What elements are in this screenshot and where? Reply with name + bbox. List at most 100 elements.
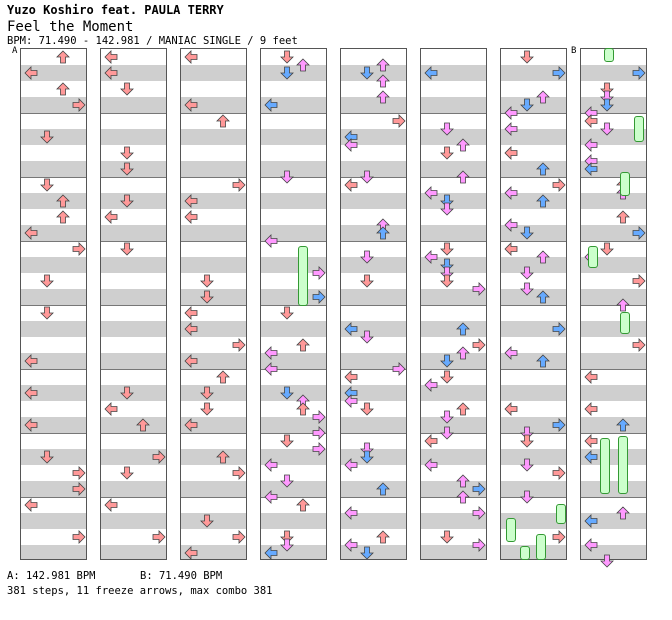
down-arrow-icon [440, 194, 454, 208]
left-arrow-icon [184, 354, 198, 368]
down-arrow-icon [280, 474, 294, 488]
down-arrow-icon [360, 274, 374, 288]
left-arrow-icon [344, 138, 358, 152]
measure-line [181, 177, 246, 178]
right-arrow-icon [392, 362, 406, 376]
right-arrow-icon [632, 226, 646, 240]
down-arrow-icon [120, 162, 134, 176]
down-arrow-icon [440, 202, 454, 216]
right-arrow-icon [552, 466, 566, 480]
measure-line [261, 369, 326, 370]
right-arrow-icon [472, 482, 486, 496]
chart-column [500, 48, 567, 560]
measure-line [581, 241, 646, 242]
down-arrow-icon [280, 530, 294, 544]
freeze-arrow [620, 312, 630, 334]
right-arrow-icon [552, 66, 566, 80]
left-arrow-icon [584, 370, 598, 384]
left-arrow-icon [344, 538, 358, 552]
up-arrow-icon [136, 418, 150, 432]
measure-line [181, 497, 246, 498]
down-arrow-icon [600, 554, 614, 568]
down-arrow-icon [200, 386, 214, 400]
down-arrow-icon [440, 370, 454, 384]
down-arrow-icon [440, 410, 454, 424]
measure-line [421, 241, 486, 242]
measure-line [341, 497, 406, 498]
down-arrow-icon [600, 82, 614, 96]
right-arrow-icon [232, 466, 246, 480]
left-arrow-icon [344, 506, 358, 520]
left-arrow-icon [344, 178, 358, 192]
left-arrow-icon [264, 98, 278, 112]
left-arrow-icon [104, 498, 118, 512]
freeze-arrow [600, 438, 610, 494]
up-arrow-icon [216, 370, 230, 384]
up-arrow-icon [296, 498, 310, 512]
chart-meta: BPM: 71.490 - 142.981 / MANIAC SINGLE / … [7, 35, 298, 47]
left-arrow-icon [584, 162, 598, 176]
freeze-arrow [556, 504, 566, 524]
left-arrow-icon [264, 458, 278, 472]
measure-line [501, 177, 566, 178]
down-arrow-icon [360, 250, 374, 264]
down-arrow-icon [440, 242, 454, 256]
down-arrow-icon [440, 354, 454, 368]
right-arrow-icon [552, 530, 566, 544]
right-arrow-icon [392, 114, 406, 128]
freeze-arrow [536, 534, 546, 560]
left-arrow-icon [104, 402, 118, 416]
measure-line [261, 113, 326, 114]
left-arrow-icon [184, 50, 198, 64]
right-arrow-icon [632, 66, 646, 80]
left-arrow-icon [584, 450, 598, 464]
down-arrow-icon [40, 130, 54, 144]
measure-line [101, 497, 166, 498]
right-arrow-icon [312, 442, 326, 456]
right-arrow-icon [232, 530, 246, 544]
left-arrow-icon [504, 346, 518, 360]
right-arrow-icon [152, 450, 166, 464]
bpm-a-label: A: 142.981 BPM [7, 570, 96, 582]
down-arrow-icon [120, 146, 134, 160]
measure-line [261, 177, 326, 178]
down-arrow-icon [360, 170, 374, 184]
left-arrow-icon [104, 50, 118, 64]
measure-line [21, 369, 86, 370]
freeze-arrow [618, 436, 628, 494]
measure-line [101, 241, 166, 242]
down-arrow-icon [600, 242, 614, 256]
right-arrow-icon [72, 98, 86, 112]
up-arrow-icon [216, 450, 230, 464]
down-arrow-icon [600, 98, 614, 112]
up-arrow-icon [376, 226, 390, 240]
up-arrow-icon [56, 82, 70, 96]
measure-line [341, 113, 406, 114]
up-arrow-icon [536, 162, 550, 176]
down-arrow-icon [280, 538, 294, 552]
down-arrow-icon [440, 274, 454, 288]
up-arrow-icon [536, 250, 550, 264]
left-arrow-icon [584, 538, 598, 552]
song-artist: Yuzo Koshiro feat. PAULA TERRY [7, 3, 224, 17]
right-arrow-icon [472, 282, 486, 296]
down-arrow-icon [120, 386, 134, 400]
down-arrow-icon [360, 450, 374, 464]
left-arrow-icon [424, 378, 438, 392]
measure-line [581, 113, 646, 114]
left-arrow-icon [104, 66, 118, 80]
left-arrow-icon [264, 546, 278, 560]
left-arrow-icon [504, 106, 518, 120]
measure-line [581, 369, 646, 370]
freeze-arrow [620, 172, 630, 196]
measure-line [21, 241, 86, 242]
down-arrow-icon [440, 146, 454, 160]
left-arrow-icon [344, 458, 358, 472]
right-arrow-icon [472, 538, 486, 552]
up-arrow-icon [56, 194, 70, 208]
down-arrow-icon [600, 90, 614, 104]
left-arrow-icon [504, 402, 518, 416]
step-summary: 381 steps, 11 freeze arrows, max combo 3… [7, 585, 273, 597]
right-arrow-icon [232, 178, 246, 192]
left-arrow-icon [184, 98, 198, 112]
